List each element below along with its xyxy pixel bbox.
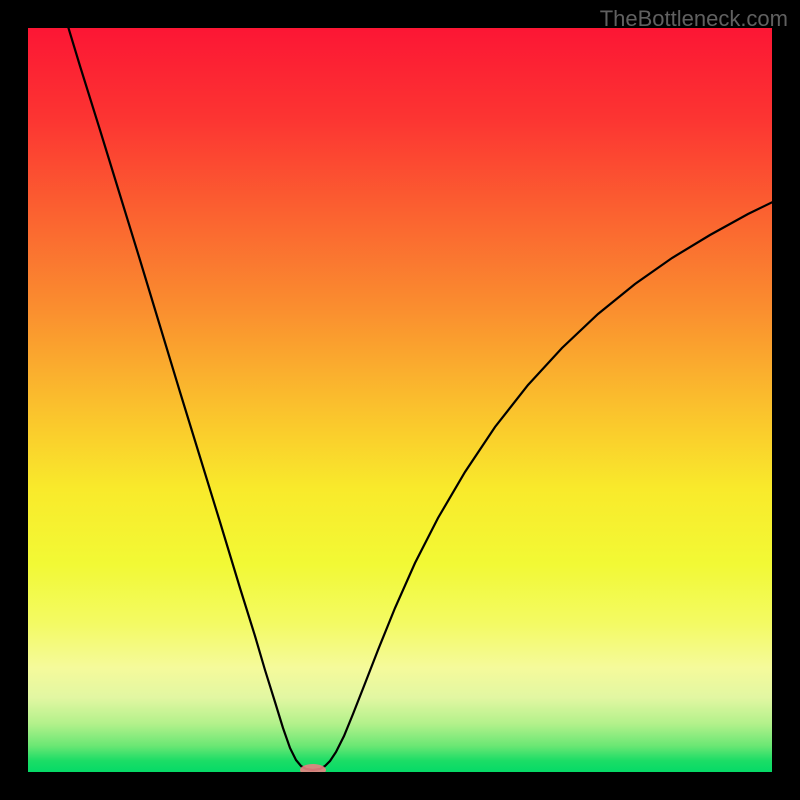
watermark-text: TheBottleneck.com [600,6,788,32]
bottleneck-chart: TheBottleneck.com [0,0,800,800]
chart-background [28,28,772,772]
chart-svg [0,0,800,800]
